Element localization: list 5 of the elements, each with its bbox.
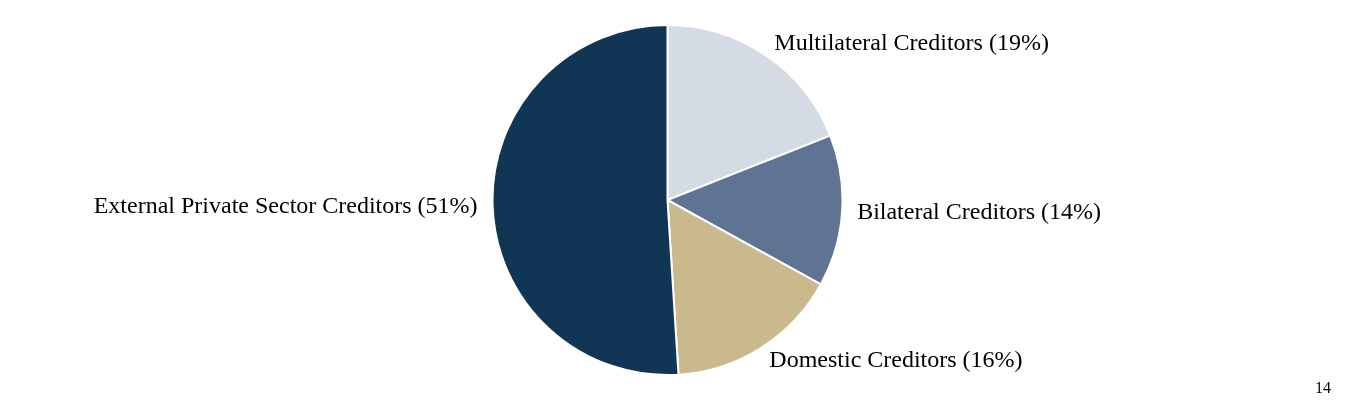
slice-label: Multilateral Creditors (19%) [774,28,1049,55]
slice-label: Bilateral Creditors (14%) [857,197,1102,224]
slice-label: External Private Sector Creditors (51%) [93,191,478,218]
text: 14 [1315,379,1331,396]
slice-label: Domestic Creditors (16%) [769,346,1023,373]
